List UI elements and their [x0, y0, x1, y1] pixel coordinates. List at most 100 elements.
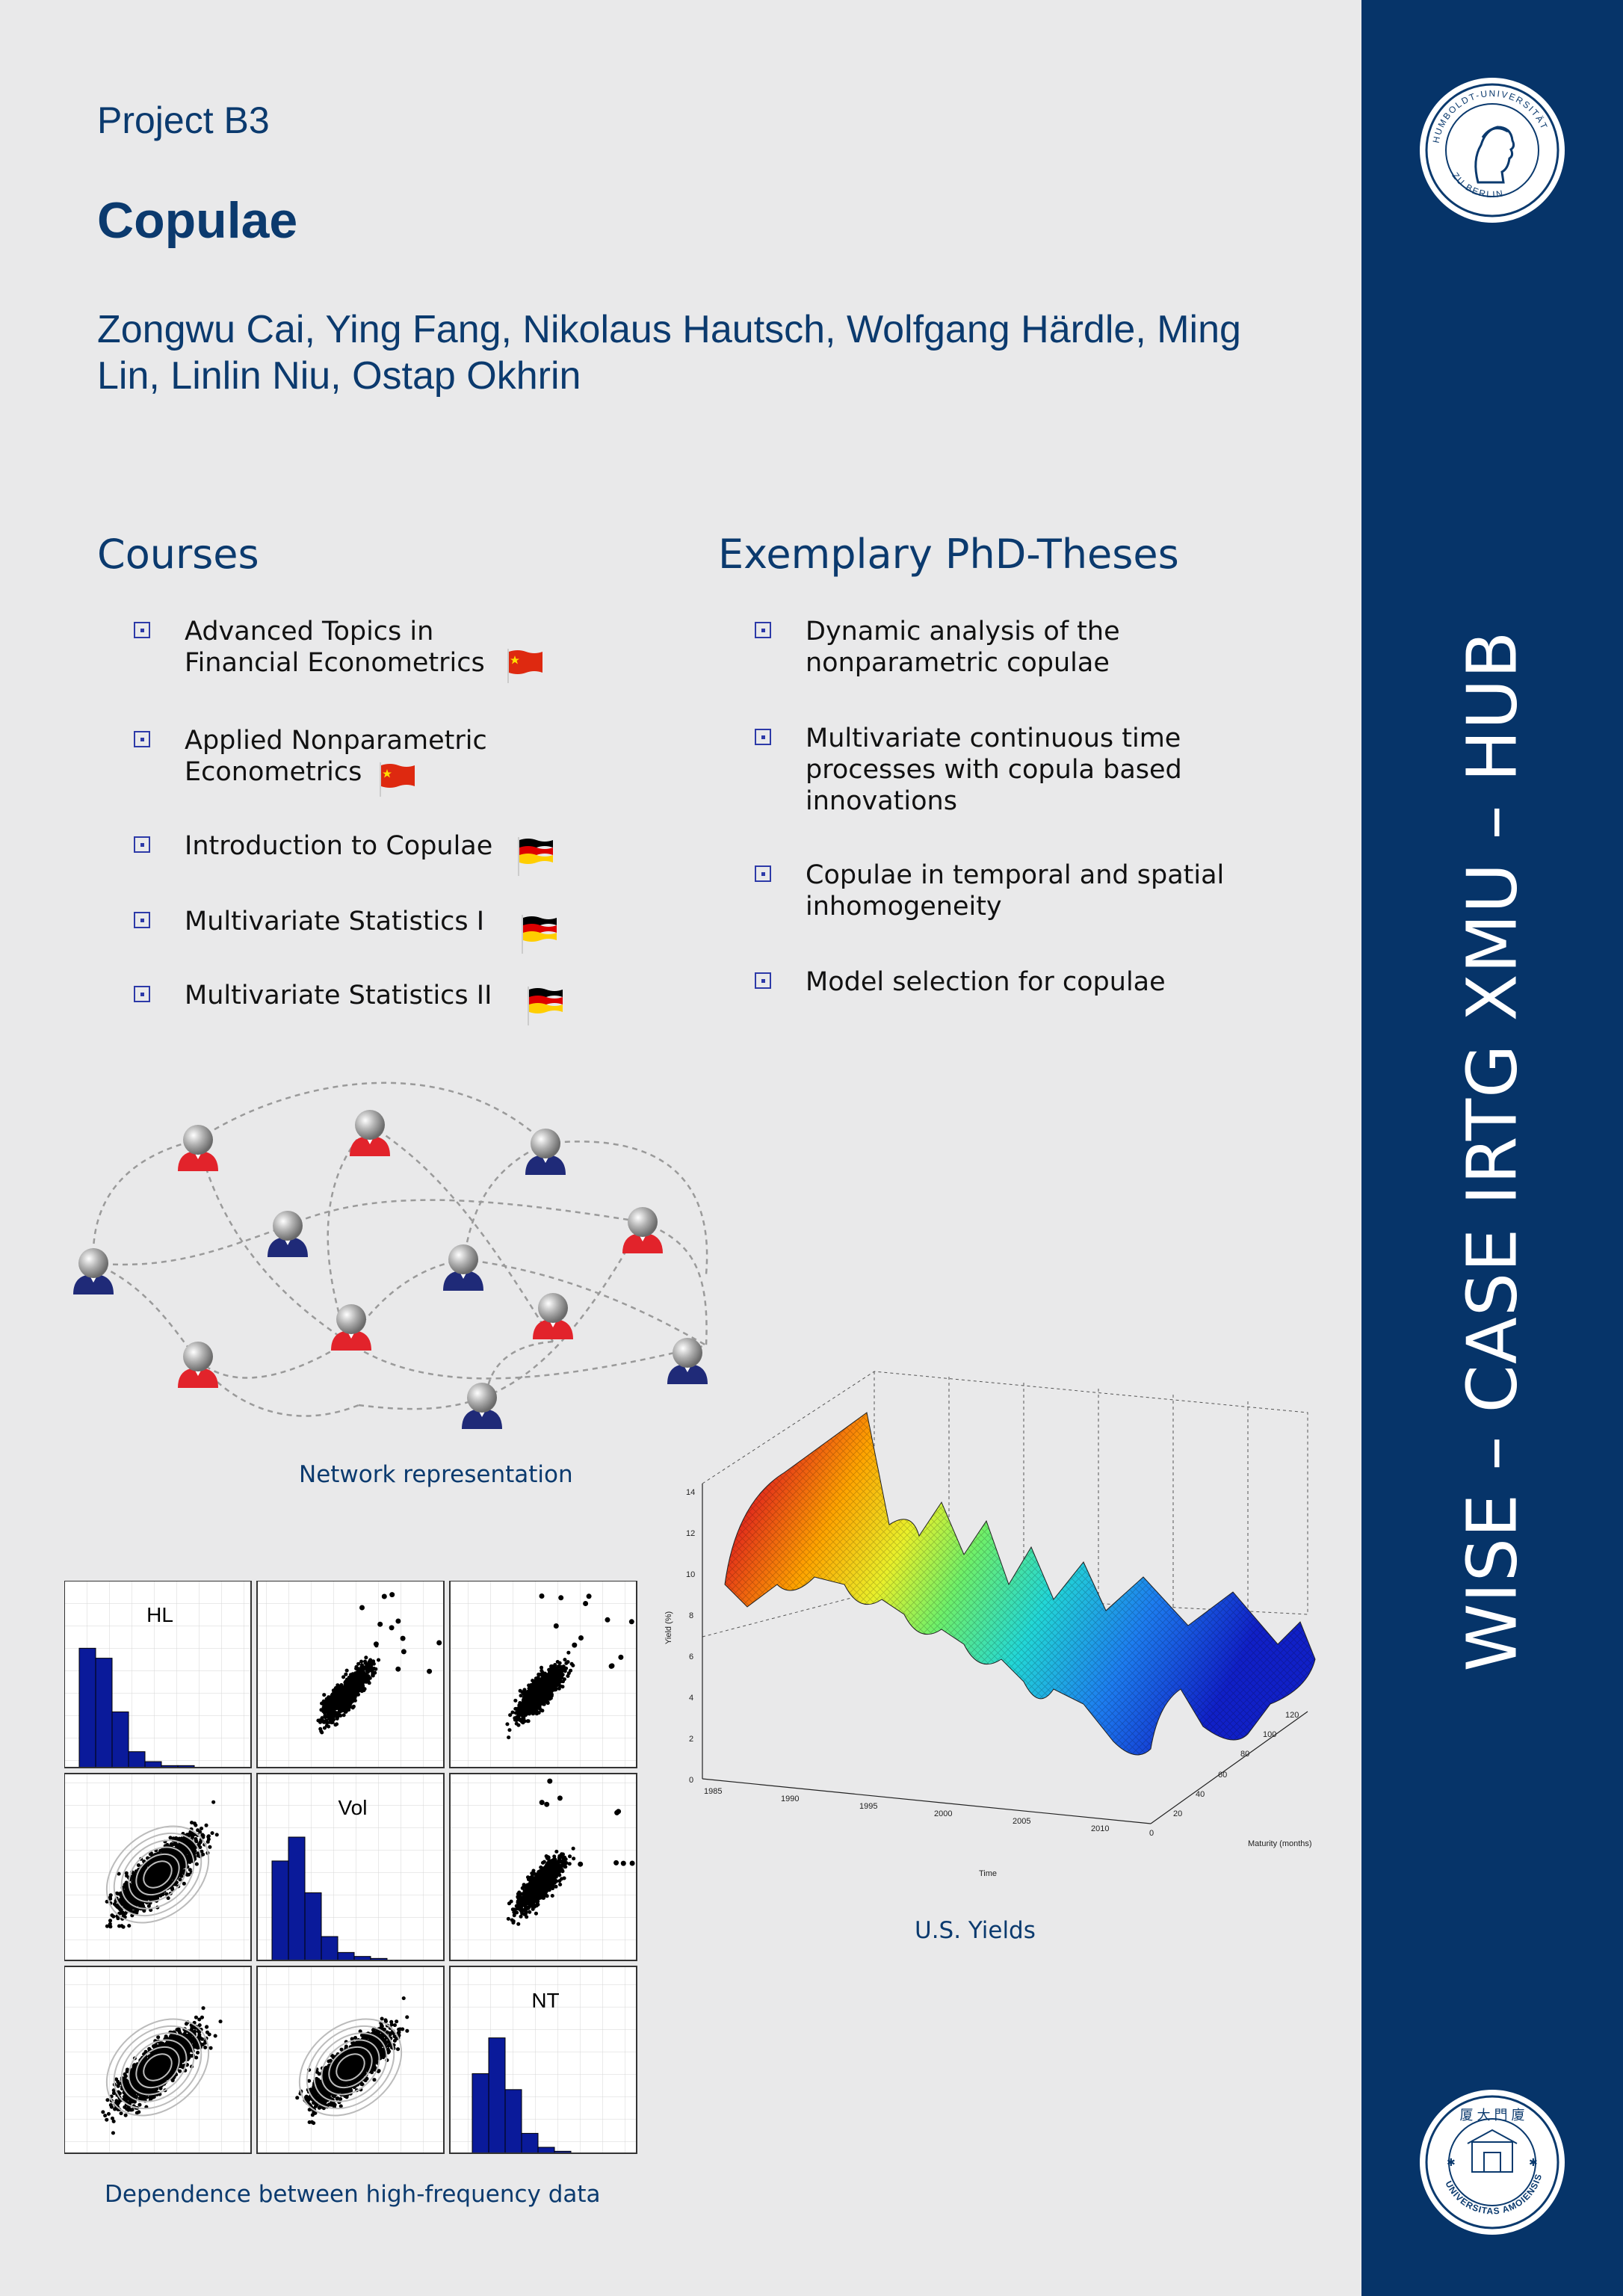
svg-text:✱: ✱: [1447, 2156, 1456, 2168]
outlier-point: [389, 1592, 395, 1598]
histogram-bar: [504, 2089, 522, 2154]
density-contour: [105, 2018, 210, 2117]
y-tick: 120: [1285, 1711, 1299, 1720]
density-contour: [298, 2018, 403, 2117]
panel-border: [64, 1773, 252, 1961]
outlier-point: [586, 1593, 592, 1599]
histogram-bar: [95, 1658, 113, 1768]
scatter-points: [295, 1996, 409, 2126]
density-contour: [135, 2046, 180, 2089]
outlier-point: [613, 1860, 619, 1866]
yields-surface-plot: 0 2 4 6 8 10 12 14 Yield (%) 1985 1990 1…: [665, 1371, 1316, 1878]
panel-border: [64, 1966, 252, 2154]
y-tick: 0: [1149, 1829, 1154, 1838]
density-contour: [120, 1839, 195, 1910]
outlier-point: [578, 1635, 584, 1641]
bullet-icon: [134, 912, 150, 928]
outlier-point: [427, 1668, 433, 1674]
outlier-point: [395, 1666, 401, 1672]
poster-title: Copulae: [97, 192, 298, 249]
outlier-point: [572, 1642, 578, 1648]
bullet-icon: [755, 622, 771, 638]
svg-text:厦 大 門 廈: 厦 大 門 廈: [1459, 2108, 1524, 2123]
x-axis-label: Time: [979, 1869, 997, 1878]
course-item: Introduction to Copulae: [134, 830, 493, 862]
outlier-point: [558, 1595, 564, 1601]
histogram-bar: [537, 2147, 555, 2154]
x-tick: 1995: [859, 1802, 877, 1811]
courses-heading: Courses: [97, 531, 259, 578]
course-label-line1: Advanced Topics in: [185, 617, 434, 646]
histogram-bar: [271, 1860, 289, 1961]
person-icon: [268, 1211, 308, 1257]
outlier-point: [436, 1640, 442, 1646]
density-contour: [306, 2025, 395, 2110]
x-tick: 1990: [781, 1794, 799, 1803]
histogram-bar: [321, 1936, 338, 1961]
outlier-point: [539, 1593, 545, 1599]
y-tick: 60: [1218, 1771, 1227, 1780]
course-item: Multivariate Statistics I: [134, 906, 484, 937]
network-caption: Network representation: [299, 1461, 573, 1488]
person-icon: [622, 1207, 663, 1253]
outlier-point: [359, 1605, 365, 1611]
panel-border: [256, 1966, 445, 2154]
density-contour: [120, 2032, 195, 2102]
person-icon: [462, 1383, 502, 1429]
y-axis-label: Maturity (months): [1248, 1839, 1312, 1848]
histogram-bar: [128, 1751, 146, 1768]
thesis-item: Dynamic analysis of the nonparametric co…: [755, 616, 1120, 679]
germany-flag-icon: [528, 987, 563, 1025]
svg-text:✱: ✱: [1529, 2156, 1538, 2168]
z-tick: 14: [686, 1488, 695, 1497]
project-label: Project B3: [97, 99, 270, 141]
course-item: Advanced Topics in Financial Econometric…: [134, 616, 485, 679]
person-icon: [525, 1129, 566, 1175]
y-tick: 20: [1173, 1809, 1182, 1818]
course-label-line1: Applied Nonparametric: [185, 726, 487, 756]
density-contour: [336, 2053, 365, 2081]
bullet-icon: [755, 865, 771, 882]
var-label-nt: NT: [531, 1989, 559, 2012]
panel-border: [256, 1773, 445, 1961]
thesis-line: Dynamic analysis of the: [806, 617, 1120, 646]
bullet-icon: [755, 972, 771, 989]
plot-axes: [702, 1484, 1308, 1824]
density-contour: [143, 1860, 173, 1889]
histogram-bar: [488, 2037, 506, 2154]
panel-border: [449, 1581, 637, 1768]
histogram-bar: [144, 1761, 162, 1768]
person-icon: [533, 1293, 573, 1339]
histogram-bar: [288, 1836, 306, 1961]
thesis-item: Copulae in temporal and spatial inhomoge…: [755, 860, 1224, 922]
density-contour: [113, 2025, 203, 2110]
dependence-caption: Dependence between high-frequency data: [105, 2181, 601, 2208]
yields-caption: U.S. Yields: [915, 1917, 1036, 1944]
person-icon: [178, 1125, 218, 1171]
bullet-icon: [134, 622, 150, 638]
outlier-point: [547, 1778, 553, 1784]
thesis-item: Multivariate continuous time processes w…: [755, 723, 1182, 817]
panel-border: [449, 1966, 637, 2154]
scatter-points: [505, 1650, 575, 1740]
y-tick: 100: [1263, 1730, 1276, 1739]
course-label-line2: Financial Econometrics: [185, 648, 485, 678]
y-tick: 40: [1196, 1790, 1205, 1799]
z-tick: 6: [689, 1652, 693, 1661]
outlier-point: [381, 1593, 387, 1599]
outlier-point: [544, 1801, 550, 1807]
outlier-point: [548, 1859, 554, 1865]
outlier-point: [583, 1601, 589, 1606]
china-flag-icon: [507, 649, 542, 683]
density-contour: [128, 2039, 188, 2096]
thesis-line: innovations: [806, 786, 957, 816]
z-tick: 0: [689, 1776, 693, 1785]
course-label-line1: Introduction to Copulae: [185, 831, 493, 861]
person-icon: [73, 1248, 114, 1294]
density-contour: [113, 1832, 203, 1917]
outlier-point: [614, 1809, 620, 1815]
outlier-point: [557, 1795, 563, 1801]
panel-border: [449, 1773, 637, 1961]
outlier-point: [628, 1619, 634, 1625]
outlier-point: [539, 1800, 545, 1806]
